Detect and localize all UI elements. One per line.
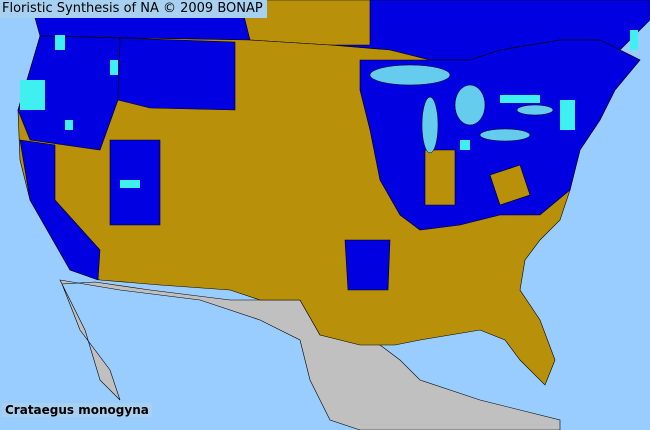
county-cluster <box>500 95 540 103</box>
lake-huron <box>454 84 486 126</box>
california <box>19 139 101 281</box>
species-label: Crataegus monogyna <box>2 403 152 417</box>
arkansas <box>344 239 391 291</box>
great-lakes <box>369 64 554 154</box>
lake-ontario <box>516 104 554 116</box>
county-cluster <box>20 80 45 110</box>
lake-erie <box>479 128 531 142</box>
present-counties <box>20 30 638 188</box>
county-cluster <box>55 35 65 50</box>
canada-brown <box>239 0 371 46</box>
montana <box>117 37 236 111</box>
county-cluster <box>560 100 575 130</box>
county-cluster <box>65 120 73 130</box>
indiana-absent <box>424 149 456 206</box>
county-cluster <box>110 60 118 75</box>
west-virginia-absent <box>489 164 531 206</box>
mexico <box>59 279 561 430</box>
map-title: Floristic Synthesis of NA © 2009 BONAP <box>0 0 267 18</box>
county-cluster <box>120 180 140 188</box>
county-cluster <box>460 140 470 150</box>
county-cluster <box>630 30 638 50</box>
lake-michigan <box>421 96 439 154</box>
lake-superior <box>369 64 451 86</box>
